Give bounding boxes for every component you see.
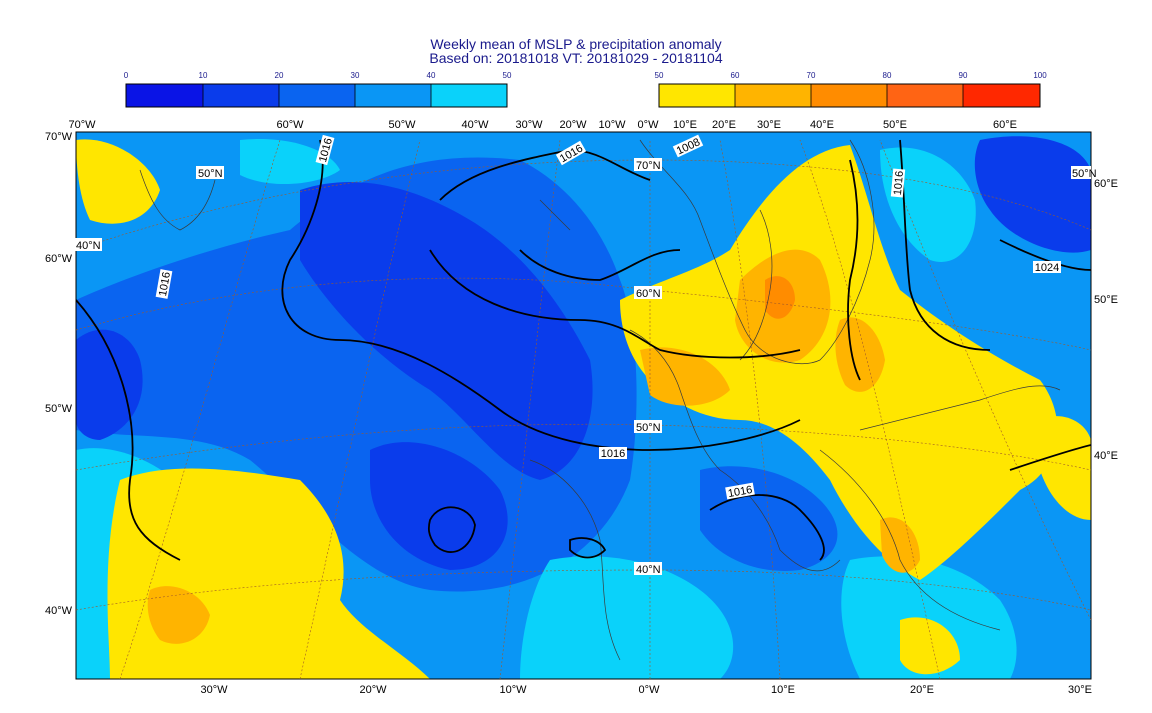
left-label: 70°W <box>45 131 73 143</box>
inner-lat-labels: 50°N 40°N 70°N 60°N 50°N 40°N 50°N <box>74 158 1097 576</box>
cool-legend-tick: 0 <box>124 71 129 80</box>
cool-legend-tick: 10 <box>199 71 208 80</box>
warm-legend-swatch-0 <box>659 84 735 107</box>
cool-legend: 0 10 20 30 40 50 <box>124 71 512 108</box>
lat-label: 60°N <box>636 288 661 300</box>
isobar-label: 1016 <box>727 484 753 500</box>
isobar-label: 1016 <box>157 271 173 297</box>
left-label: 60°W <box>45 253 73 265</box>
top-label: 10°W <box>598 119 626 131</box>
warm-legend-tick: 100 <box>1033 71 1047 80</box>
map-frame <box>75 131 1092 680</box>
top-label: 60°E <box>993 119 1017 131</box>
field-orange-region <box>640 347 730 406</box>
graticule <box>76 139 1091 679</box>
cool-legend-tick: 20 <box>275 71 284 80</box>
coastlines <box>139 139 1061 661</box>
top-label: 50°W <box>388 119 416 131</box>
field-dark-orange-region <box>765 276 795 319</box>
lat-label: 40°N <box>636 564 661 576</box>
warm-legend-swatch-1 <box>735 84 811 107</box>
lat-label: 40°N <box>76 240 101 252</box>
bottom-label: 20°E <box>910 684 934 696</box>
lat-label: 50°N <box>1072 168 1097 180</box>
cool-legend-tick: 50 <box>503 71 512 80</box>
map-subtitle: Based on: 20181018 VT: 20181029 - 201811… <box>429 50 723 66</box>
lat-label: 50°N <box>636 422 661 434</box>
bottom-label: 30°W <box>200 684 228 696</box>
right-axis-labels: 60°E 50°E 40°E <box>1094 178 1118 462</box>
field-dark-blue-region <box>370 442 508 570</box>
field-dark-blue-region <box>76 329 143 440</box>
bottom-axis-labels: 30°W 20°W 10°W 0°W 10°E 20°E 30°E <box>200 684 1092 696</box>
warm-legend: 50 60 70 80 90 100 <box>655 71 1047 108</box>
top-label: 20°W <box>559 119 587 131</box>
warm-legend-tick: 80 <box>883 71 892 80</box>
field-cyan-region <box>520 556 734 679</box>
bottom-label: 0°W <box>639 684 661 696</box>
right-label: 60°E <box>1094 178 1118 190</box>
cool-legend-swatch-3 <box>355 84 431 107</box>
cool-legend-swatch-2 <box>279 84 355 107</box>
cool-legend-swatch-1 <box>203 84 279 107</box>
top-label: 40°W <box>461 119 489 131</box>
field-orange-region <box>147 586 210 644</box>
left-axis-labels: 70°W 60°W 50°W 40°W <box>45 131 73 617</box>
warm-legend-tick: 60 <box>731 71 740 80</box>
bottom-label: 10°W <box>499 684 527 696</box>
top-label: 70°W <box>68 119 96 131</box>
left-label: 50°W <box>45 403 73 415</box>
warm-legend-tick: 90 <box>959 71 968 80</box>
field-yellow-region <box>1040 416 1091 520</box>
bottom-label: 30°E <box>1068 684 1092 696</box>
precipitation-field <box>76 132 1091 679</box>
top-label: 40°E <box>810 119 834 131</box>
top-label: 20°E <box>712 119 736 131</box>
top-label: 30°W <box>515 119 543 131</box>
cool-legend-tick: 40 <box>427 71 436 80</box>
cool-legend-swatch-4 <box>431 84 507 107</box>
map-title: Weekly mean of MSLP & precipitation anom… <box>430 36 722 52</box>
field-orange-region <box>880 517 920 573</box>
field-orange-region <box>835 317 885 392</box>
warm-legend-tick: 50 <box>655 71 664 80</box>
right-label: 50°E <box>1094 294 1118 306</box>
field-dark-blue-region <box>974 136 1091 253</box>
isobar-label: 1016 <box>892 170 906 195</box>
warm-legend-swatch-2 <box>811 84 887 107</box>
bottom-label: 10°E <box>771 684 795 696</box>
top-label: 50°E <box>883 119 907 131</box>
warm-legend-swatch-3 <box>887 84 963 107</box>
cool-legend-swatch-0 <box>126 84 203 107</box>
top-axis-labels: 70°W 60°W 50°W 40°W 30°W 20°W 10°W 0°W 1… <box>68 119 1017 131</box>
top-label: 60°W <box>276 119 304 131</box>
top-label: 10°E <box>673 119 697 131</box>
right-label: 40°E <box>1094 450 1118 462</box>
field-yellow-region <box>76 139 160 224</box>
cool-legend-tick: 30 <box>351 71 360 80</box>
lat-label: 70°N <box>636 160 661 172</box>
isobar-label: 1016 <box>601 448 625 460</box>
field-dark-blue-region <box>300 181 593 480</box>
field-yellow-region <box>900 617 960 675</box>
warm-legend-swatch-4 <box>963 84 1040 107</box>
bottom-label: 20°W <box>359 684 387 696</box>
field-cyan-region <box>841 556 1017 679</box>
lat-label: 50°N <box>198 168 223 180</box>
isobars <box>76 139 1091 561</box>
isobar-label: 1024 <box>1035 262 1059 274</box>
warm-legend-tick: 70 <box>807 71 816 80</box>
top-label: 0°W <box>638 119 660 131</box>
top-label: 30°E <box>757 119 781 131</box>
field-cyan-region <box>240 139 340 185</box>
left-label: 40°W <box>45 605 73 617</box>
